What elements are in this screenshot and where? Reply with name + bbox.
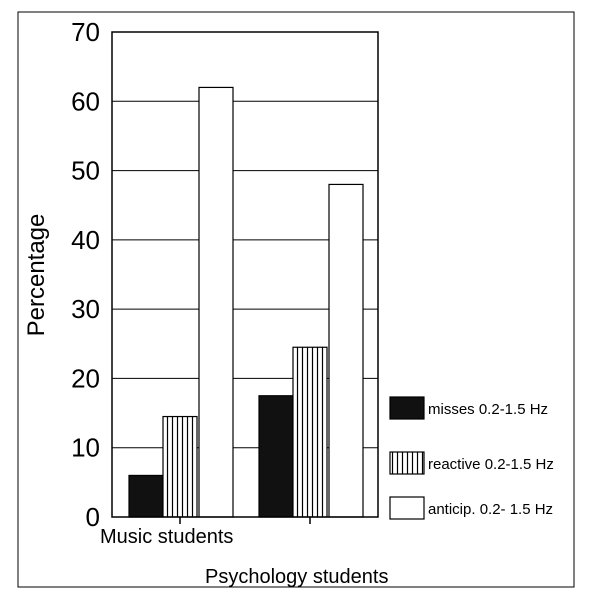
- axes: [111, 31, 379, 524]
- bar-music-reactive: [162, 415, 198, 518]
- bar-psychology-reactive: [292, 346, 328, 518]
- y-tick-label-60: 60: [71, 86, 100, 116]
- y-tick-label-40: 40: [71, 225, 100, 255]
- legend-label-0: misses 0.2-1.5 Hz: [428, 401, 548, 418]
- y-tick-label-70: 70: [71, 17, 100, 47]
- y-tick-label-20: 20: [71, 363, 100, 393]
- y-tick-labels: 0 10 20 30 40 50 60 70: [71, 17, 100, 532]
- legend-swatch-2: [389, 496, 425, 520]
- legend-label-2: anticip. 0.2- 1.5 Hz: [428, 501, 553, 518]
- plot-area-border: [111, 31, 379, 518]
- bar-music-anticip: [198, 86, 234, 518]
- bar-psychology-anticip: [328, 183, 364, 518]
- y-tick-label-30: 30: [71, 294, 100, 324]
- category-label-0: Music students: [100, 526, 233, 548]
- legend-swatch-0: [389, 396, 425, 420]
- figure-border: [17, 11, 575, 588]
- bar-music-misses: [128, 474, 164, 518]
- legend: misses 0.2-1.5 Hz reactive 0.2-1.5 Hz anti…: [389, 396, 554, 520]
- bar-psychology-misses: [258, 395, 294, 518]
- category-labels: Music students Psychology students: [100, 526, 388, 588]
- category-label-1: Psychology students: [205, 566, 388, 588]
- y-tick-label-0: 0: [86, 502, 100, 532]
- y-tick-label-50: 50: [71, 156, 100, 186]
- y-tick-label-10: 10: [71, 433, 100, 463]
- legend-swatch-1: [389, 451, 425, 475]
- y-axis-label: Percentage: [23, 214, 50, 337]
- legend-label-1: reactive 0.2-1.5 Hz: [428, 456, 554, 473]
- bars: [128, 86, 364, 518]
